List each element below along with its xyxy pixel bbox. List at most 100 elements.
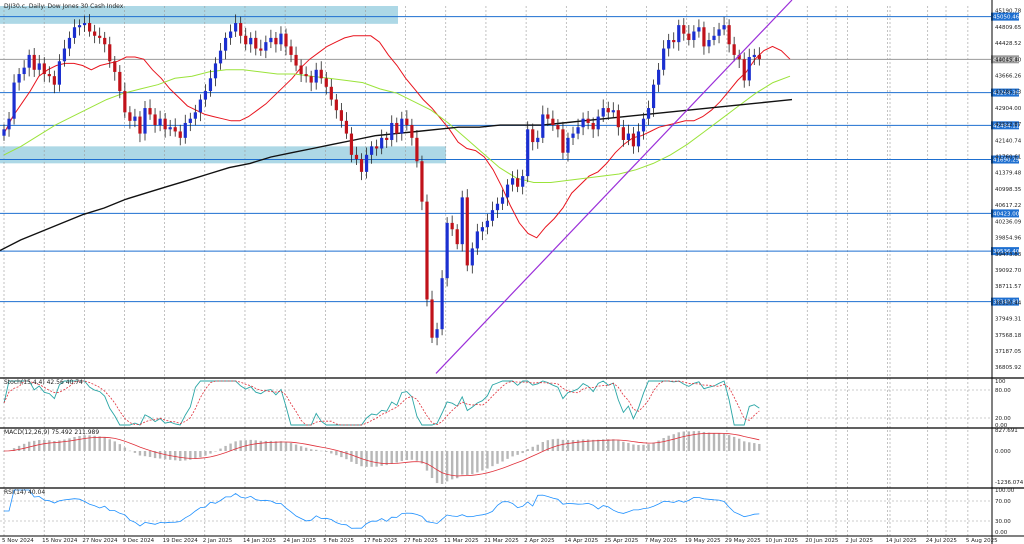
macd-histogram-bar: [330, 451, 333, 454]
macd-histogram-bar: [128, 450, 132, 452]
time-tick-label: 19 May 2025: [685, 538, 721, 544]
candle-body: [561, 129, 565, 153]
candle-body: [420, 161, 424, 202]
candle-body: [727, 25, 731, 45]
macd-histogram-bar: [536, 444, 539, 451]
macd-histogram-bar: [58, 440, 61, 451]
stochastic-signal-line: [3, 380, 760, 426]
candle-body: [27, 54, 31, 68]
candle-body: [490, 210, 495, 221]
time-tick-label: 29 May 2025: [725, 538, 761, 544]
rsi-level-label: 0.00: [995, 530, 1008, 536]
candle-body: [646, 108, 651, 119]
candle-body: [707, 40, 711, 47]
candle-body: [752, 54, 756, 58]
macd-histogram-bar: [571, 440, 575, 451]
macd-histogram-bar: [254, 440, 257, 451]
candle-body: [601, 108, 605, 117]
candle-body: [405, 118, 409, 126]
ma-line-ma-50: [3, 69, 791, 183]
candle-body: [234, 23, 238, 32]
candle-body: [531, 129, 535, 143]
macd-histogram-bar: [712, 433, 716, 451]
candle-body: [651, 84, 656, 109]
macd-histogram-bar: [445, 451, 449, 482]
stochastic-main-line: [3, 380, 760, 426]
time-tick-label: 24 Jan 2025: [283, 538, 316, 544]
macd-histogram-bar: [506, 451, 509, 459]
macd-histogram-bar: [63, 439, 66, 451]
macd-histogram-bar: [103, 437, 106, 451]
macd-signal-line: [3, 432, 760, 477]
macd-histogram-bar: [214, 451, 217, 452]
candle-body: [742, 59, 746, 81]
candle-body: [57, 61, 61, 85]
candle-body: [42, 63, 46, 75]
stochastic-level-label: 100: [995, 379, 1006, 385]
candle-body: [410, 125, 414, 138]
candle-body: [228, 31, 233, 38]
macd-histogram-bar: [748, 442, 751, 451]
price-level-text: 39536.40: [993, 249, 1020, 255]
candle-body: [667, 40, 671, 49]
macd-histogram-bar: [12, 448, 16, 451]
candle-body: [12, 82, 16, 119]
macd-histogram-bar: [697, 430, 701, 451]
price-tick-label: 38330.44: [995, 300, 1022, 306]
candle-body: [495, 203, 500, 211]
macd-histogram-bar: [440, 451, 444, 484]
macd-histogram-bar: [309, 449, 313, 451]
macd-histogram-bar: [717, 433, 721, 451]
price-level-tag: [991, 297, 1019, 306]
macd-histogram-bar: [320, 450, 323, 452]
macd-histogram-bar: [743, 441, 746, 451]
candle-body: [62, 48, 67, 62]
candle-body: [17, 74, 21, 83]
candle-body: [82, 23, 87, 26]
candle-body: [98, 35, 102, 38]
macd-histogram-bar: [148, 451, 152, 457]
candle-body: [183, 122, 187, 138]
time-tick-label: 10 Jun 2025: [765, 538, 799, 544]
candle-body: [566, 137, 570, 153]
macd-histogram-bar: [189, 451, 192, 460]
price-tick-label: 39473.83: [995, 252, 1022, 258]
macd-histogram-bar: [78, 436, 81, 451]
macd-histogram-bar: [637, 445, 640, 451]
macd-histogram-bar: [450, 451, 454, 480]
price-tick-label: 36805.92: [995, 365, 1021, 371]
macd-histogram-bar: [123, 447, 127, 451]
candle-body: [657, 69, 661, 85]
macd-histogram-bar: [184, 451, 187, 461]
candle-body: [173, 127, 177, 132]
macd-histogram-bar: [501, 451, 504, 462]
macd-histogram-bar: [561, 439, 565, 451]
macd-histogram-bar: [466, 451, 469, 476]
macd-histogram-bar: [617, 440, 620, 451]
macd-histogram-bar: [229, 443, 232, 451]
candle-body: [274, 37, 278, 45]
macd-histogram-bar: [566, 440, 570, 451]
time-tick-label: 9 Dec 2024: [122, 538, 154, 544]
candle-body: [672, 40, 676, 43]
candle-body: [148, 108, 152, 115]
macd-histogram-bar: [652, 442, 655, 451]
candle-body: [636, 131, 641, 147]
macd-histogram-bar: [43, 439, 46, 451]
time-tick-label: 27 Feb 2025: [404, 538, 439, 544]
macd-histogram-bar: [163, 451, 167, 460]
macd-histogram-bar: [284, 441, 288, 451]
macd-histogram-bar: [410, 451, 414, 460]
ma-line-ma-20: [3, 35, 791, 239]
resistance-zone: [0, 6, 398, 24]
candle-body: [616, 110, 620, 128]
candle-body: [244, 35, 248, 45]
macd-histogram-bar: [526, 449, 529, 451]
macd-histogram-bar: [707, 432, 711, 451]
candle-body: [510, 178, 515, 185]
candle-body: [77, 25, 82, 28]
macd-histogram-bar: [667, 435, 670, 451]
candle-body: [349, 133, 354, 155]
time-tick-label: 2 Apr 2025: [524, 538, 555, 544]
